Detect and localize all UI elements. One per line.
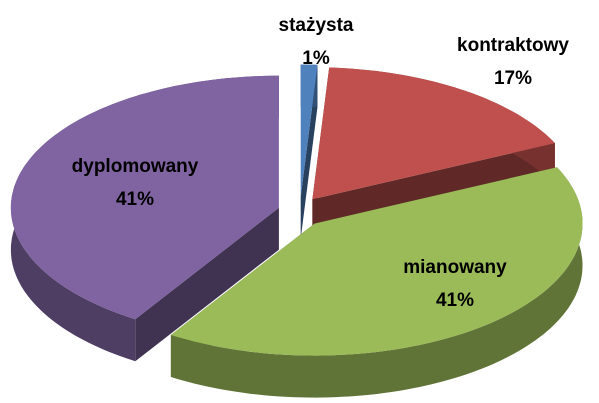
slice: [170, 167, 583, 356]
value-label: 41%: [116, 189, 154, 210]
slice: [300, 64, 318, 197]
slice-side: [135, 207, 279, 362]
slice: [312, 67, 555, 200]
slice-label: dyplomowany: [72, 156, 199, 177]
slice-wall: [170, 167, 583, 398]
slice-label: mianowany: [403, 257, 507, 278]
slice-label: stażysta: [279, 15, 354, 36]
slice-label: kontraktowy: [457, 35, 569, 56]
value-label: 41%: [436, 290, 474, 311]
value-label: 1%: [302, 48, 330, 69]
slice-side: [300, 64, 318, 239]
slice: [10, 75, 279, 320]
value-label: 17%: [494, 68, 532, 89]
